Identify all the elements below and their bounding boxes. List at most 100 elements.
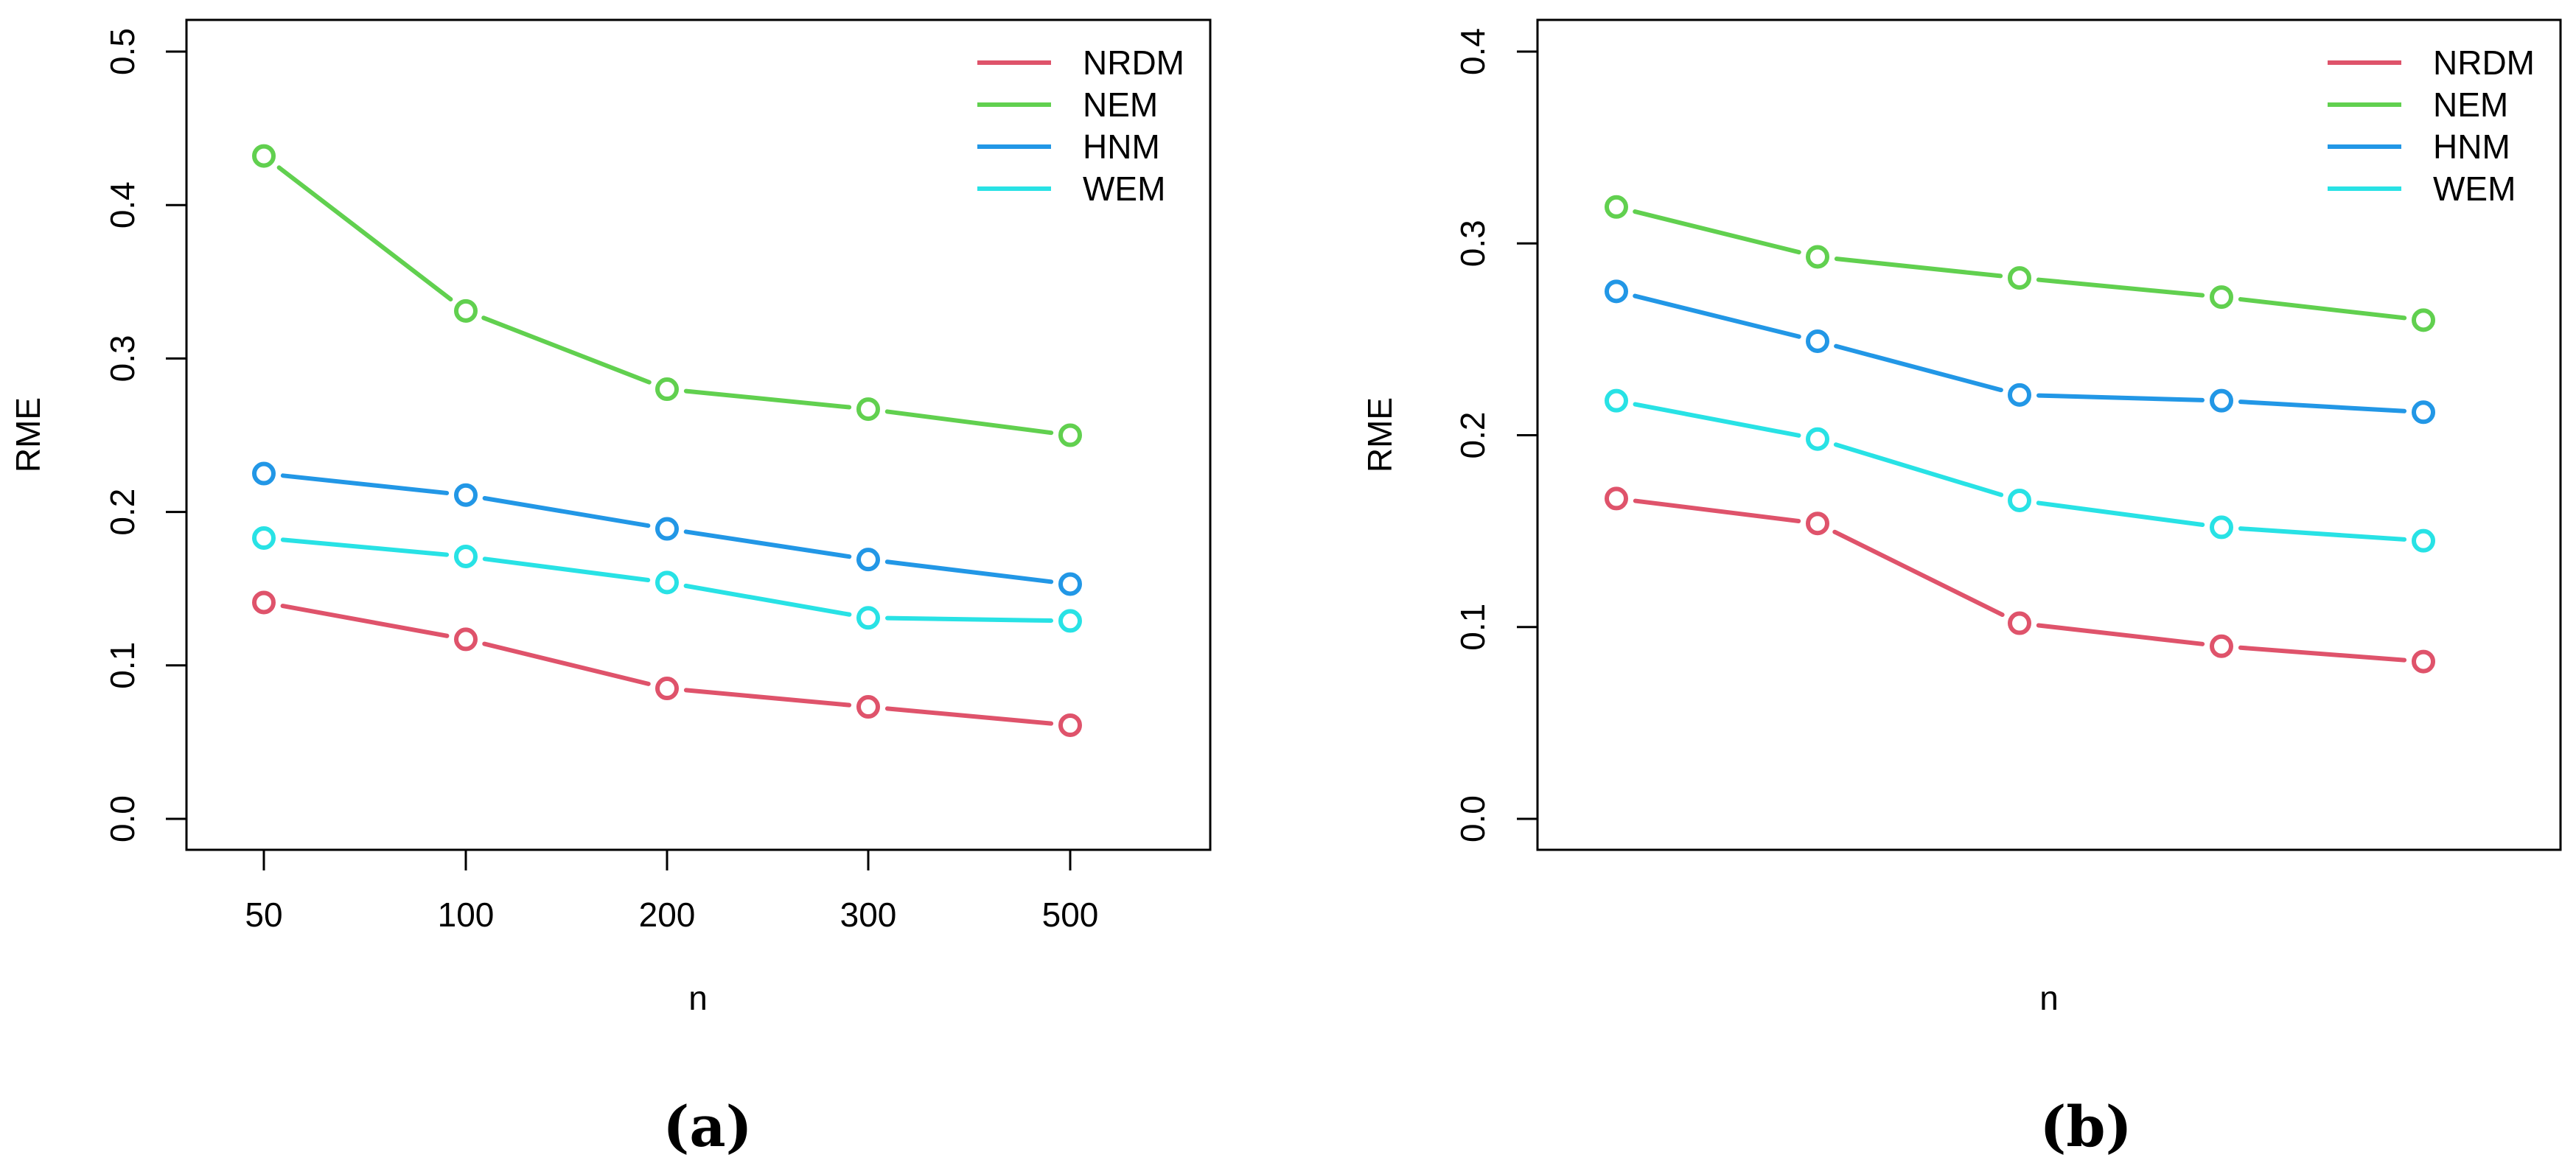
x-tick-label: 100	[438, 896, 495, 934]
series-line-segment	[2238, 645, 2407, 663]
y-axis-title: RME	[9, 397, 47, 472]
series-line-segment	[683, 388, 852, 410]
data-point	[1806, 329, 1829, 353]
data-point	[1058, 572, 1082, 596]
chart-panel-a: 0.0 0.1 0.2 0.3 0.4 0.5 50 100 200 300 500 n RME NRDM…	[9, 18, 1212, 1159]
series-line-segment	[683, 529, 852, 559]
data-point	[2412, 400, 2435, 425]
x-axis: 50 100 200 300 500	[245, 850, 1098, 934]
data-point	[454, 627, 478, 652]
data-point	[1605, 279, 1628, 304]
series-line-segment	[280, 473, 450, 495]
data-point	[1806, 512, 1829, 536]
data-point	[2210, 285, 2233, 310]
series-line-segment	[2036, 500, 2205, 527]
series-line-segment	[481, 315, 652, 385]
series-line-segment	[280, 604, 450, 638]
data-point	[655, 517, 679, 541]
data-point	[1605, 195, 1628, 219]
series-line-segment	[2238, 399, 2407, 413]
data-point	[2412, 308, 2435, 332]
x-tick-label: 50	[245, 896, 282, 934]
series-line-segment	[884, 559, 1054, 584]
y-tick-label: 0.5	[103, 28, 142, 75]
series-line-segment	[1832, 529, 2005, 618]
series-line-segment	[2238, 297, 2407, 321]
data-point	[1058, 423, 1082, 447]
data-point	[2210, 634, 2233, 658]
data-point	[2008, 611, 2031, 635]
plot-frame	[1536, 18, 2562, 851]
y-tick-label: 0.3	[103, 335, 142, 382]
series-line-segment	[884, 706, 1054, 726]
y-tick-label: 0.1	[103, 642, 142, 689]
data-point	[856, 695, 880, 719]
series-line-segment	[1833, 442, 2004, 498]
series-line-segment	[2238, 526, 2407, 542]
legend-label: HNM	[1083, 128, 1160, 166]
data-point	[856, 397, 880, 422]
plot-frame	[185, 18, 1212, 851]
data-point	[856, 606, 880, 630]
y-axis-title: RME	[1361, 397, 1399, 472]
x-axis-title: n	[688, 979, 708, 1017]
data-point	[2412, 528, 2435, 553]
panel-caption: (b)	[2039, 1094, 2132, 1159]
series-line-segment	[1834, 343, 2003, 393]
y-tick-label: 0.0	[1453, 795, 1492, 842]
y-tick-label: 0.0	[103, 795, 142, 842]
data-point	[856, 548, 880, 572]
series-nrdm	[252, 590, 1082, 737]
series-line-segment	[482, 496, 651, 528]
panel-caption: (a)	[663, 1094, 752, 1159]
y-tick-label: 0.1	[1453, 604, 1492, 651]
series-line-segment	[1633, 293, 1801, 339]
series-line-segment	[1633, 498, 1801, 524]
data-point	[655, 677, 679, 701]
data-point	[1605, 388, 1628, 413]
series-hnm	[252, 461, 1082, 596]
data-point	[2008, 488, 2031, 512]
y-tick-label: 0.2	[1453, 412, 1492, 459]
data-point	[454, 483, 478, 507]
data-point	[454, 299, 478, 323]
data-point	[1806, 427, 1829, 451]
data-point	[2008, 383, 2031, 407]
series-line-segment	[482, 641, 651, 686]
y-tick-label: 0.4	[1453, 28, 1492, 75]
legend-label: NEM	[2433, 85, 2508, 124]
data-point	[252, 526, 276, 550]
series-line-segment	[2036, 277, 2205, 298]
series-line-segment	[2036, 393, 2205, 402]
y-tick-label: 0.4	[103, 181, 142, 228]
y-tick-label: 0.2	[103, 489, 142, 536]
series-nem	[252, 144, 1082, 447]
data-point	[454, 544, 478, 568]
data-point	[2008, 266, 2031, 290]
series-wem	[1605, 388, 2435, 553]
x-tick-label: 500	[1042, 896, 1099, 934]
y-axis: 0.0 0.1 0.2 0.3 0.4 0.5	[103, 28, 186, 842]
legend-label: WEM	[2433, 170, 2516, 208]
data-point	[2210, 388, 2233, 413]
legend-label: HNM	[2433, 128, 2510, 166]
series-line-segment	[1834, 256, 2003, 279]
y-tick-label: 0.3	[1453, 220, 1492, 267]
series-line-segment	[1633, 209, 1801, 255]
series-wem	[252, 526, 1082, 633]
x-tick-label: 300	[840, 896, 897, 934]
data-point	[1806, 245, 1829, 269]
series-line-segment	[2036, 623, 2205, 646]
x-tick-label: 200	[639, 896, 696, 934]
data-point	[2412, 649, 2435, 674]
series-hnm	[1605, 279, 2435, 425]
data-point	[655, 377, 679, 402]
legend-label: WEM	[1083, 170, 1165, 208]
data-point	[252, 461, 276, 486]
y-axis: 0.0 0.1 0.2 0.3 0.4	[1453, 28, 1537, 842]
series-line-segment	[884, 409, 1054, 436]
legend-label: NRDM	[2433, 43, 2535, 82]
